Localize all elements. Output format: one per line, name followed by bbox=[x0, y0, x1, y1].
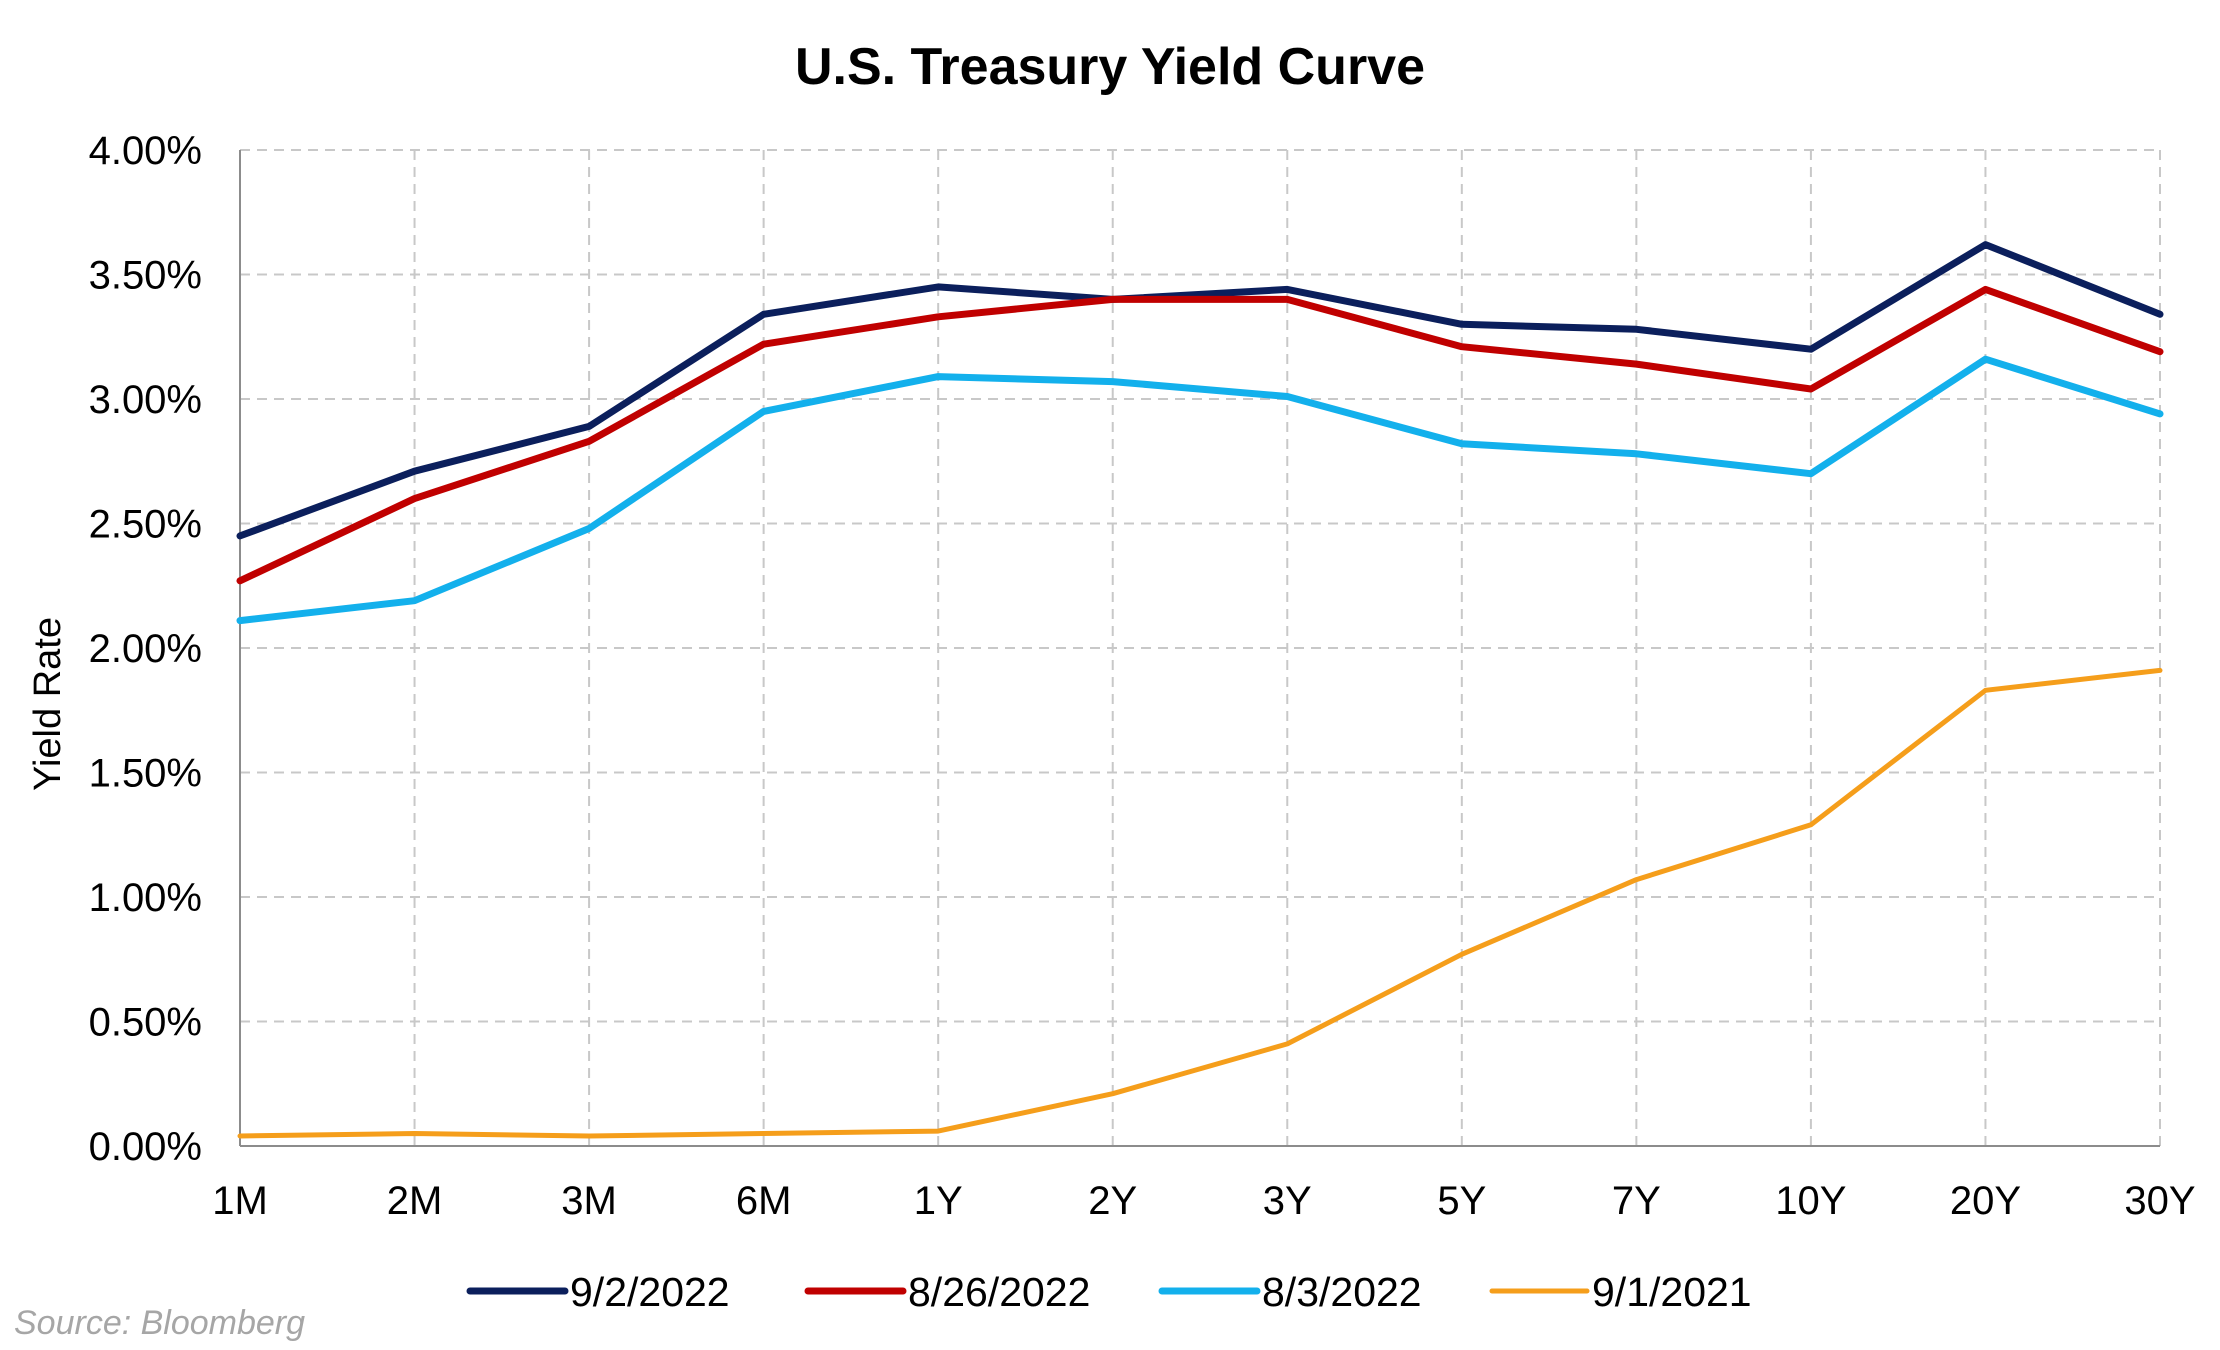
y-axis-label: Yield Rate bbox=[27, 617, 69, 791]
x-tick-labels: 1M 2M 3M 6M 1Y 2Y 3Y 5Y 7Y 10Y 20Y 30Y bbox=[212, 1179, 2195, 1223]
series-line-2 bbox=[236, 285, 2164, 585]
legend-label: 8/3/2022 bbox=[1262, 1269, 1422, 1315]
y-tick-label: 2.50% bbox=[89, 503, 202, 547]
x-tick-label: 7Y bbox=[1612, 1179, 1661, 1223]
x-tick-label: 5Y bbox=[1437, 1179, 1486, 1223]
chart-title: U.S. Treasury Yield Curve bbox=[795, 38, 1425, 96]
legend-label: 8/26/2022 bbox=[908, 1269, 1090, 1315]
x-tick-label: 1Y bbox=[914, 1179, 963, 1223]
y-tick-label: 3.50% bbox=[89, 254, 202, 298]
legend-label: 9/2/2022 bbox=[570, 1269, 730, 1315]
y-tick-label: 4.00% bbox=[89, 129, 202, 173]
legend: 9/2/2022 8/26/2022 8/3/2022 9/1/2021 bbox=[466, 1269, 1752, 1315]
y-tick-label: 1.50% bbox=[89, 752, 202, 796]
gridlines bbox=[240, 149, 2161, 1146]
y-tick-label: 0.00% bbox=[89, 1125, 202, 1169]
x-tick-label: 30Y bbox=[2124, 1179, 2195, 1223]
x-tick-label: 6M bbox=[736, 1179, 792, 1223]
legend-label: 9/1/2021 bbox=[1592, 1269, 1752, 1315]
x-tick-label: 10Y bbox=[1775, 1179, 1846, 1223]
y-tick-label: 1.00% bbox=[89, 876, 202, 920]
series-line-1 bbox=[236, 241, 2164, 540]
series-line-4 bbox=[237, 667, 2163, 1139]
y-tick-label: 3.00% bbox=[89, 378, 202, 422]
y-tick-label: 0.50% bbox=[89, 1001, 202, 1045]
series-line-3 bbox=[236, 355, 2164, 625]
y-tick-label: 2.00% bbox=[89, 627, 202, 671]
x-tick-label: 20Y bbox=[1950, 1179, 2021, 1223]
axes bbox=[239, 150, 2160, 1147]
y-tick-labels: 0.00% 0.50% 1.00% 1.50% 2.00% 2.50% 3.00% 3.50%… bbox=[89, 129, 202, 1169]
x-tick-label: 2M bbox=[387, 1179, 443, 1223]
x-tick-label: 1M bbox=[212, 1179, 268, 1223]
x-tick-label: 3M bbox=[561, 1179, 617, 1223]
data-series bbox=[236, 241, 2164, 1139]
source-note: Source: Bloomberg bbox=[14, 1304, 305, 1342]
x-tick-label: 3Y bbox=[1263, 1179, 1312, 1223]
x-tick-label: 2Y bbox=[1088, 1179, 1137, 1223]
